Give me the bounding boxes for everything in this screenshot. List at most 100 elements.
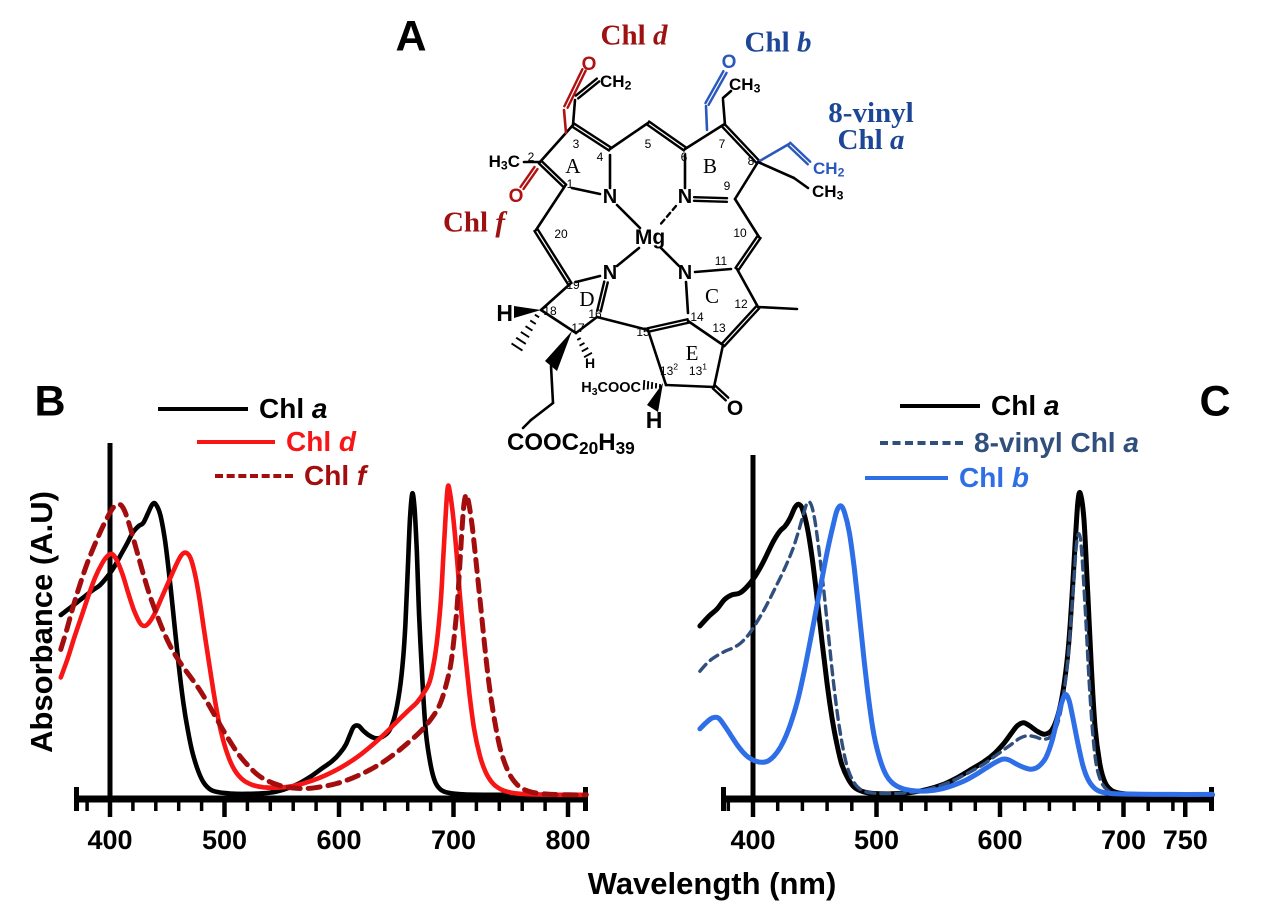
structure-bond xyxy=(733,160,760,201)
legend-item-chl-b: Chl b xyxy=(865,464,1029,492)
wedge-bond xyxy=(647,383,663,412)
legend-label: Chl a xyxy=(991,390,1060,421)
series-curve-chl-f xyxy=(58,492,589,798)
structure-bond xyxy=(608,121,650,151)
structure-double-bond xyxy=(563,68,584,108)
structure-bond xyxy=(539,282,572,312)
x-tick-label: 500 xyxy=(854,825,899,855)
hash-bond xyxy=(534,313,540,319)
structure-double-bond xyxy=(540,159,568,186)
structure-bond xyxy=(733,197,761,239)
x-tick-label: 500 xyxy=(202,825,247,855)
annotation-8-vinyl-chl-a: 8-vinyl Chl a xyxy=(828,97,914,156)
legend-line-swatch xyxy=(900,404,980,408)
atom-label-p5: 5 xyxy=(645,137,652,151)
atom-label-n_d: N xyxy=(603,262,617,284)
structure-bond xyxy=(574,274,602,284)
atom-label-h_17: H xyxy=(585,355,595,371)
hash-bond xyxy=(529,319,537,325)
structure-double-bond xyxy=(576,80,601,100)
structure-double-bond xyxy=(519,165,536,189)
structure-double-bond xyxy=(522,167,539,191)
wedge-bond xyxy=(545,331,572,371)
structure-double-bond xyxy=(574,77,599,97)
atom-label-p19: 19 xyxy=(566,278,580,292)
structure-bond xyxy=(570,186,602,196)
structure-bond xyxy=(756,305,799,311)
structure-double-bond xyxy=(711,387,727,402)
structure-double-bond xyxy=(692,196,729,200)
atom-label-ring_e: E xyxy=(686,341,699,365)
atom-label-p11: 11 xyxy=(715,254,728,268)
structure-bond xyxy=(615,246,641,268)
atom-label-ch2_vinyl: CH2 xyxy=(813,159,845,180)
legend-item-chl-d: Chl d xyxy=(197,428,356,456)
structure-double-bond xyxy=(714,384,730,399)
structure-bond xyxy=(538,123,575,164)
structure-double-bond xyxy=(720,125,758,165)
atom-label-p14: 14 xyxy=(690,310,704,324)
hash-bond xyxy=(579,342,585,347)
y-axis-label: Absorbance (A.U) xyxy=(24,491,59,753)
structure-double-bond xyxy=(720,304,758,345)
atom-label-p18: 18 xyxy=(543,304,557,318)
annotation-chl_b: Chl b xyxy=(744,26,812,59)
structure-bond xyxy=(686,319,725,347)
spectra-chart-b: 400 500 600 700 800 xyxy=(58,443,591,855)
structure-double-bond xyxy=(596,280,606,312)
atom-label-p15: 15 xyxy=(636,325,650,339)
atom-label-phytyl: COOC20H39 xyxy=(507,429,635,459)
series-curve-chl-b xyxy=(697,503,1215,797)
mg-coordination-bond xyxy=(657,204,678,228)
structure-bond xyxy=(792,176,810,190)
structure-bond xyxy=(756,160,796,180)
legend-item-chl-a: Chl a xyxy=(158,395,327,423)
atom-label-p3: 3 xyxy=(573,137,580,151)
atom-label-p17: 17 xyxy=(571,321,585,335)
panel-b-label: B xyxy=(34,377,66,426)
hash-bond xyxy=(646,380,650,390)
legend-label: 8-vinyl Chl a xyxy=(974,427,1139,458)
legend-item-chl-f: Chl f xyxy=(215,462,366,490)
legend-line-swatch xyxy=(865,476,948,480)
atom-label-o_keto: O xyxy=(727,397,743,420)
panel-c-label: C xyxy=(1199,377,1231,426)
structure-bond xyxy=(571,98,577,127)
structure-bond xyxy=(735,267,760,309)
atom-label-p131: 131 xyxy=(689,361,707,378)
series-curve-chl-a xyxy=(58,490,589,798)
spectra-chart-c: 400 500 600 700 750 xyxy=(697,455,1215,855)
atom-label-mg: Mg xyxy=(635,226,665,249)
atom-label-p12: 12 xyxy=(734,297,748,311)
structure-double-bond xyxy=(646,318,689,330)
panel-a-label: A xyxy=(395,12,427,61)
structure-bond xyxy=(529,401,555,422)
atom-label-o_red_top: O xyxy=(582,54,597,75)
structure-double-bond xyxy=(789,141,812,163)
atom-label-h3c_left: H3C xyxy=(489,152,520,173)
x-tick-label: 600 xyxy=(316,825,361,855)
wedge-bond xyxy=(514,306,541,318)
structure-double-bond xyxy=(566,69,587,109)
atom-label-h_132: H xyxy=(646,407,663,433)
x-axis-label: Wavelength (nm) xyxy=(587,866,837,901)
hash-bond xyxy=(525,325,533,332)
structure-bond xyxy=(659,246,681,268)
structure-bond xyxy=(549,364,555,405)
structure-bond xyxy=(683,123,725,151)
atom-label-n_b: N xyxy=(678,186,692,208)
atom-label-p2: 2 xyxy=(528,150,535,164)
structure-double-bond xyxy=(599,281,609,313)
annotation-chl_d: Chl d xyxy=(600,19,668,52)
structure-double-bond xyxy=(533,229,570,287)
structure-bond xyxy=(684,280,690,315)
atom-label-ring_c: C xyxy=(705,284,719,308)
structure-bond xyxy=(721,89,733,100)
structure-bond xyxy=(562,108,568,135)
structure-double-bond xyxy=(570,125,611,152)
x-tick-label: 800 xyxy=(545,825,590,855)
structure-bond xyxy=(756,142,791,164)
structure-double-bond xyxy=(737,236,762,272)
x-tick-label: 750 xyxy=(1163,825,1208,855)
